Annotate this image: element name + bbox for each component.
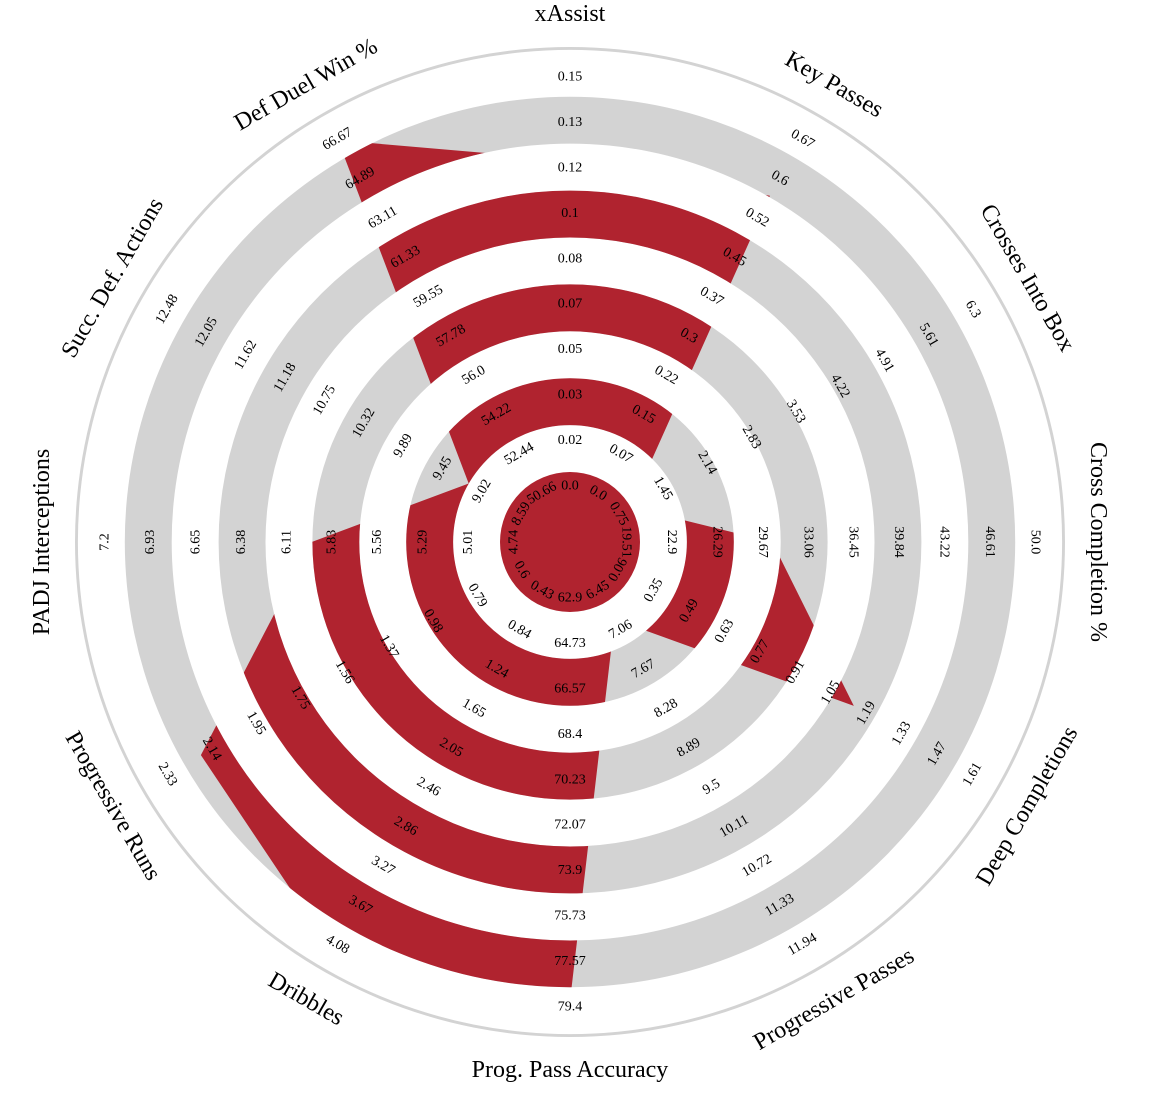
tick-label: 11.94 [785,930,819,958]
tick-label: 0.63 [712,617,737,646]
tick-label: 6.93 [143,530,158,555]
tick-label: 9.5 [700,776,723,798]
tick-label: 0.22 [652,363,681,388]
tick-label: 0.35 [641,576,666,605]
tick-label: 0.07 [558,297,583,312]
tick-label: 66.67 [320,125,355,154]
tick-label: 56.0 [459,363,488,388]
tick-label: 66.57 [554,681,586,696]
tick-label: 0.84 [505,617,534,642]
tick-label: 4.08 [323,932,352,957]
tick-label: 9.89 [391,431,416,460]
tick-label: 73.9 [558,863,583,878]
tick-label: 6.3 [962,298,984,321]
tick-label: 0.05 [558,342,583,357]
player-rings [200,140,854,1001]
tick-label: 50.0 [1028,530,1043,555]
tick-label: 68.4 [558,727,583,742]
tick-label: 1.61 [960,760,985,789]
tick-label: 10.75 [310,383,339,418]
tick-label: 77.57 [554,954,586,969]
tick-label: 0.52 [743,205,772,230]
tick-label: 19.51 [619,526,634,558]
tick-label: 26.29 [709,526,724,558]
param-label: xAssist [535,1,606,27]
tick-label: 8.28 [652,696,681,721]
center-disk [500,472,640,612]
tick-label: 63.11 [366,204,400,232]
tick-label: 0.0 [561,479,579,494]
param-label: Key Passes [780,46,887,123]
tick-label: 6.11 [279,530,294,554]
tick-label: 2.33 [155,760,180,789]
tick-label: 62.9 [558,591,583,606]
tick-label: 12.48 [153,292,182,327]
tick-label: 52.44 [502,440,537,469]
param-label: Progressive Runs [60,727,166,885]
param-label: Prog. Pass Accuracy [472,1057,669,1083]
tick-label: 70.23 [554,772,586,787]
tick-label: 64.73 [554,636,586,651]
param-label: Def Duel Win % [230,33,382,136]
tick-label: 33.06 [800,526,815,558]
tick-label: 0.03 [558,388,583,403]
tick-label: 6.38 [234,530,249,555]
tick-label: 22.9 [664,530,679,555]
tick-label: 0.08 [558,251,583,266]
tick-label: 10.72 [740,852,775,881]
tick-label: 5.01 [461,530,476,555]
param-label: PADJ Interceptions [29,449,55,635]
tick-label: 3.27 [369,853,398,878]
tick-label: 0.37 [697,284,726,309]
param-label: Cross Completion % [1085,442,1111,642]
tick-label: 1.33 [889,719,914,748]
tick-label: 36.45 [846,526,861,558]
tick-label: 9.02 [470,477,495,506]
tick-label: 0.1 [561,206,579,221]
tick-label: 59.55 [411,282,446,311]
tick-label: 0.02 [558,433,583,448]
tick-label: 2.46 [414,775,443,800]
tick-label: 29.67 [755,526,770,558]
tick-label: 4.74 [507,530,522,555]
tick-label: 0.13 [558,115,583,130]
tick-label: 7.2 [98,533,113,551]
tick-label: 0.67 [788,127,817,152]
tick-label: 6.65 [188,530,203,555]
tick-label: 0.12 [558,160,583,175]
tick-label: 0.07 [606,442,635,467]
tick-label: 46.61 [982,526,997,558]
tick-label: 79.4 [558,1000,583,1015]
tick-label: 11.62 [232,338,260,372]
tick-label: 5.29 [416,530,431,555]
tick-label: 75.73 [554,909,586,924]
tick-label: 7.06 [606,617,635,642]
tick-label: 39.84 [891,526,906,558]
tick-label: 5.56 [370,530,385,555]
param-label: Crosses Into Box [975,200,1080,356]
tick-label: 5.83 [325,530,340,555]
tick-label: 43.22 [937,526,952,558]
tick-label: 0.15 [558,70,583,85]
tick-label: 1.65 [459,696,488,721]
tick-label: 72.07 [554,818,586,833]
